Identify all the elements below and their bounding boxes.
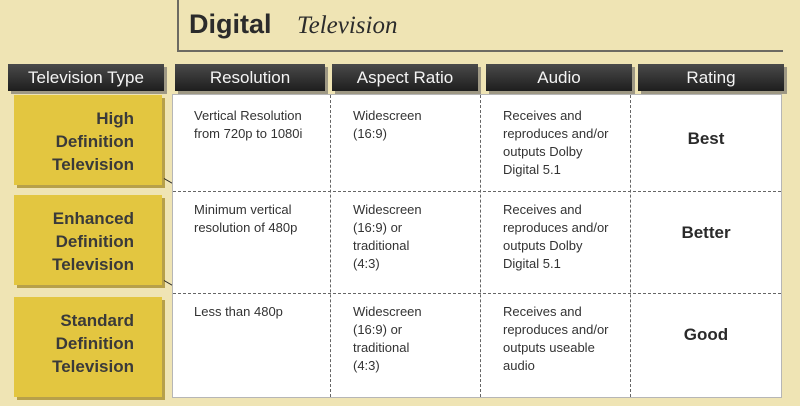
cell-line: Minimum vertical (194, 202, 292, 217)
type-line: Definition (55, 232, 134, 251)
row-divider (173, 293, 781, 294)
type-label-sdtv: Standard Definition Television (14, 297, 162, 397)
aspect-ratio-cell: Widescreen (16:9) or traditional (4:3) (353, 201, 422, 273)
cell-line: outputs Dolby (503, 238, 583, 253)
rating-cell: Best (687, 129, 725, 148)
type-label-edtv: Enhanced Definition Television (14, 195, 162, 285)
row-divider (173, 191, 781, 192)
type-line: Television (52, 155, 134, 174)
title-italic: Television (297, 12, 398, 39)
cell-line: Vertical Resolution (194, 108, 302, 123)
rating-cell: Better (681, 223, 731, 242)
page-title: Digital Television (177, 0, 783, 52)
header-aspect-ratio: Aspect Ratio (332, 64, 478, 91)
cell-line: from 720p to 1080i (194, 126, 303, 141)
cell-line: reproduces and/or (503, 220, 609, 235)
type-line: Standard (60, 311, 134, 330)
cell-line: Receives and (503, 202, 582, 217)
cell-line: Widescreen (353, 304, 422, 319)
resolution-cell: Vertical Resolution from 720p to 1080i (194, 107, 302, 143)
cell-line: Less than 480p (194, 304, 283, 319)
column-divider (330, 95, 331, 397)
type-line: High (96, 109, 134, 128)
cell-line: Receives and (503, 304, 582, 319)
column-divider (630, 95, 631, 397)
cell-line: resolution of 480p (194, 220, 298, 235)
resolution-cell: Minimum vertical resolution of 480p (194, 201, 297, 237)
header-television-type: Television Type (8, 64, 164, 91)
cell-line: Widescreen (353, 108, 422, 123)
cell-line: (16:9) (353, 126, 387, 141)
cell-line: Widescreen (353, 202, 422, 217)
resolution-cell: Less than 480p (194, 303, 283, 321)
cell-line: (4:3) (353, 256, 380, 271)
cell-line: audio (503, 358, 535, 373)
cell-line: Digital 5.1 (503, 256, 561, 271)
cell-line: (4:3) (353, 358, 380, 373)
cell-line: reproduces and/or (503, 126, 609, 141)
cell-line: traditional (353, 340, 410, 355)
cell-line: reproduces and/or (503, 322, 609, 337)
aspect-ratio-cell: Widescreen (16:9) or traditional (4:3) (353, 303, 422, 375)
header-resolution: Resolution (175, 64, 325, 91)
cell-line: Receives and (503, 108, 582, 123)
type-line: Television (52, 357, 134, 376)
header-audio: Audio (486, 64, 632, 91)
title-bold: Digital (189, 9, 272, 39)
audio-cell: Receives and reproduces and/or outputs u… (503, 303, 609, 375)
type-line: Definition (55, 334, 134, 353)
type-line: Enhanced (52, 209, 134, 228)
cell-line: Digital 5.1 (503, 162, 561, 177)
column-divider (480, 95, 481, 397)
audio-cell: Receives and reproduces and/or outputs D… (503, 107, 609, 179)
rating-cell: Good (683, 325, 729, 344)
aspect-ratio-cell: Widescreen (16:9) (353, 107, 422, 143)
audio-cell: Receives and reproduces and/or outputs D… (503, 201, 609, 273)
cell-line: (16:9) or (353, 322, 403, 337)
cell-line: outputs useable (503, 340, 595, 355)
type-line: Definition (55, 132, 134, 151)
type-label-hdtv: High Definition Television (14, 95, 162, 185)
comparison-grid: Vertical Resolution from 720p to 1080i W… (172, 94, 782, 398)
cell-line: outputs Dolby (503, 144, 583, 159)
header-rating: Rating (638, 64, 784, 91)
cell-line: traditional (353, 238, 410, 253)
type-line: Television (52, 255, 134, 274)
cell-line: (16:9) or (353, 220, 403, 235)
